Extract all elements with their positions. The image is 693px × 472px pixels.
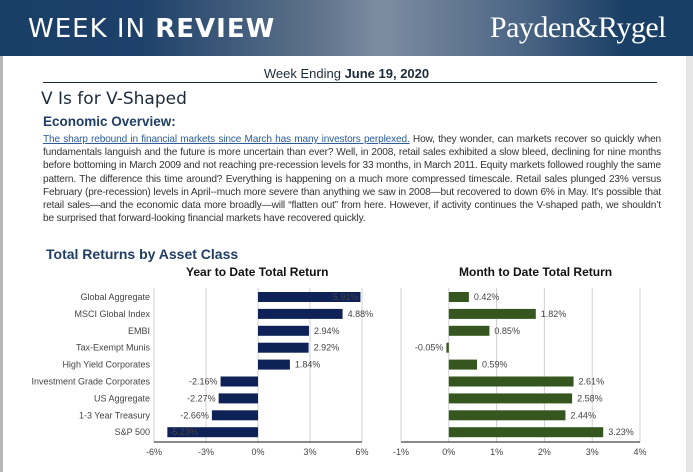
week-prefix: Week Ending [263,66,345,81]
bar [258,292,361,302]
bar [167,427,258,438]
overview-text: How, they wonder, can markets recover so… [43,134,662,225]
category-label: Tax-Exempt Munis [76,343,151,353]
data-label: 2.94% [314,326,340,336]
bar [448,325,490,336]
company-logo: Payden&Rygel [489,11,667,44]
bar [258,359,290,370]
page-title: V Is for V-Shaped [41,89,187,109]
banner-title-bold: REVIEW [155,14,276,44]
bar [448,308,536,319]
tick-label: -6% [146,447,162,457]
week-date: June 19, 2020 [344,66,430,81]
data-label: -2.27% [187,393,216,403]
tick-label: 0% [442,447,455,457]
data-label: 0.85% [494,326,520,336]
bar [448,427,604,438]
bar [258,342,309,353]
header-banner: WEEK IN REVIEW Payden&Rygel [0,0,693,56]
bar [211,410,258,421]
bar [448,292,469,302]
overview-body: The sharp rebound in financial markets s… [43,133,661,225]
bar [448,410,566,421]
data-label: 0.59% [482,360,508,370]
tick-label: 2% [538,447,551,457]
mtd-chart-title: Month to Date Total Return [459,265,613,279]
banner-title: WEEK IN REVIEW [28,14,275,44]
data-label: -2.16% [189,377,218,387]
section-title: Total Returns by Asset Class [46,246,239,262]
category-label: S&P 500 [115,427,150,437]
tick-label: -1% [393,447,409,457]
bar [220,376,258,387]
data-label: 2.61% [579,377,605,387]
tick-label: 0% [251,447,264,457]
category-label: High Yield Corporates [62,360,150,370]
tick-label: -3% [198,447,214,457]
category-label: 1-3 Year Treasury [79,410,151,420]
data-label: 2.92% [314,343,340,353]
bar [448,359,478,370]
category-label: Investment Grade Corporates [31,377,150,387]
tick-label: 1% [490,447,503,457]
bar [448,376,574,387]
data-label: 1.82% [541,309,567,319]
category-label: US Aggregate [94,393,150,403]
tick-label: 3% [303,447,316,457]
category-label: EMBI [128,326,150,336]
bar [446,342,449,353]
bar [258,308,343,319]
data-label: 3.23% [608,427,634,437]
data-label: 0.42% [474,292,500,302]
divider [43,82,657,83]
data-label: 2.58% [577,393,603,403]
category-label: Global Aggregate [80,292,150,302]
tick-label: 3% [586,447,599,457]
left-border [0,0,3,472]
bar [258,325,309,336]
tick-label: 6% [355,447,368,457]
data-label: 2.44% [570,410,596,420]
week-ending: Week Ending June 19, 2020 [0,66,693,81]
data-label: 5.91% [333,292,359,302]
ytd-chart-title: Year to Date Total Return [186,265,329,279]
data-label: -5.23% [169,427,198,437]
data-label: -2.66% [180,410,209,420]
data-label: -0.05% [415,343,444,353]
bar [218,393,258,404]
data-label: 4.88% [348,309,374,319]
overview-link[interactable]: The sharp rebound in financial markets s… [43,134,410,145]
overview-heading: Economic Overview: [43,114,176,129]
bar [448,393,573,404]
category-label: MSCI Global Index [74,309,150,319]
right-scroll-strip [686,56,693,472]
data-label: 1.84% [295,360,321,370]
banner-title-light: WEEK IN [28,14,156,44]
tick-label: 4% [633,447,646,457]
